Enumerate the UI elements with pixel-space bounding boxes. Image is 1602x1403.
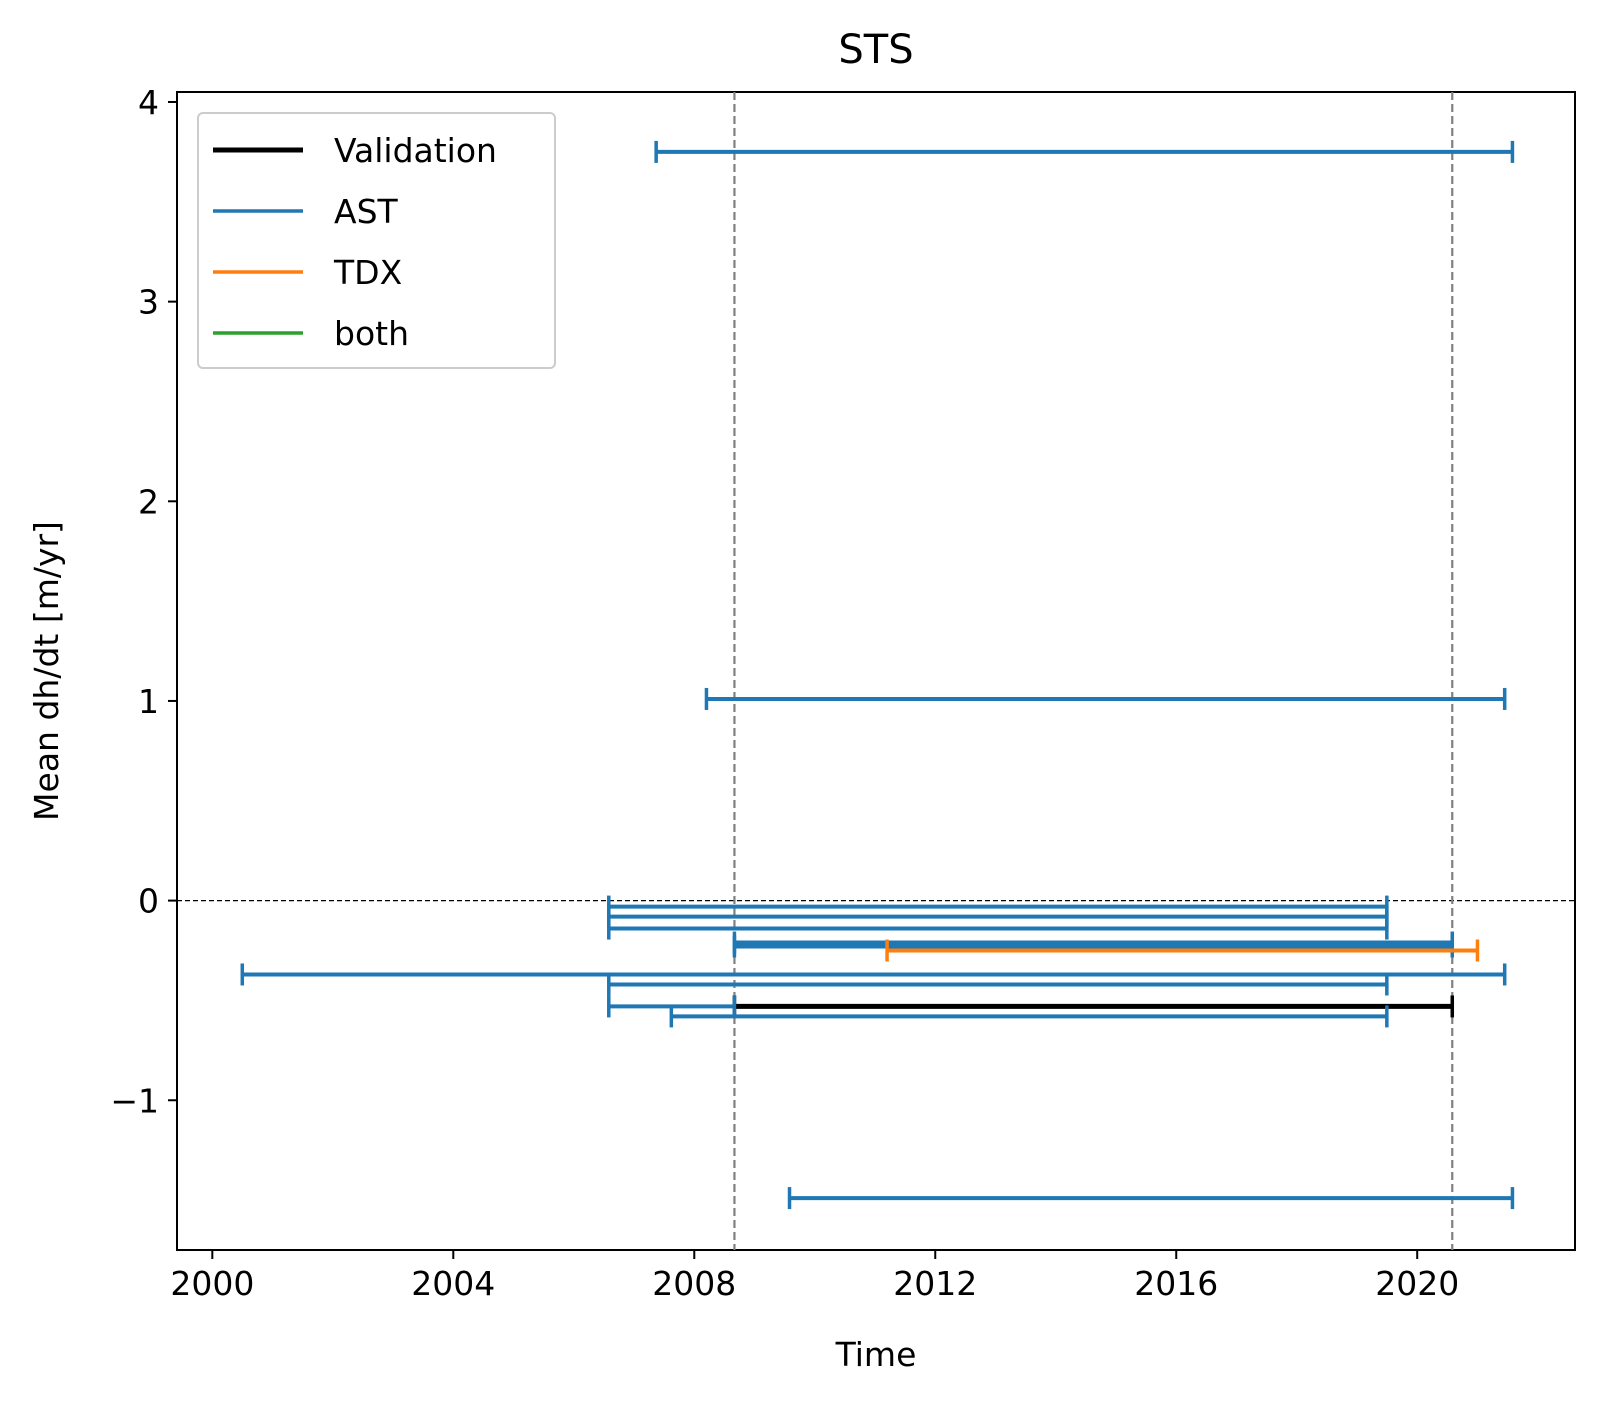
interval-bar [704, 687, 1507, 710]
x-tick-label: 2020 [1375, 1264, 1459, 1303]
chart-title: STS [838, 27, 913, 73]
y-axis-label: Mean dh/dt [m/yr] [27, 521, 66, 821]
legend-items: Validation AST TDX both [213, 131, 497, 353]
legend: Validation AST TDX both [197, 112, 556, 369]
plot-area-frame [176, 91, 1576, 1251]
x-axis-ticks: 2000 2004 2008 2012 2016 2020 [170, 1250, 1459, 1303]
interval-bar [240, 963, 1507, 986]
interval-bar [885, 939, 1480, 962]
interval-bar [732, 935, 1455, 958]
y-tick-label: 2 [138, 482, 159, 521]
legend-label: AST [334, 192, 399, 231]
interval-bar [607, 973, 1389, 996]
series-ast [240, 140, 1515, 1210]
interval-bar [787, 1187, 1515, 1210]
legend-item-tdx: TDX [213, 253, 402, 292]
x-tick-label: 2000 [170, 1264, 254, 1303]
legend-box [197, 112, 556, 369]
legend-label: both [334, 314, 409, 353]
interval-bar [607, 917, 1389, 940]
x-tick-label: 2004 [411, 1264, 495, 1303]
y-tick-label: 1 [138, 682, 159, 721]
y-tick-label: 3 [138, 283, 159, 322]
reference-lines [177, 92, 1575, 1250]
legend-label: TDX [333, 253, 402, 292]
y-axis-ticks: −1 0 1 2 3 4 [110, 83, 177, 1120]
legend-item-ast: AST [213, 192, 399, 231]
x-tick-label: 2016 [1134, 1264, 1218, 1303]
y-tick-label: 0 [138, 882, 159, 921]
x-tick-label: 2008 [652, 1264, 736, 1303]
x-tick-label: 2012 [893, 1264, 977, 1303]
y-tick-label: −1 [110, 1081, 159, 1120]
interval-series-layer [240, 140, 1515, 1210]
x-axis-label: Time [835, 1335, 917, 1374]
series-tdx [885, 939, 1480, 962]
y-tick-label: 4 [138, 83, 159, 122]
legend-label: Validation [334, 131, 497, 170]
interval-bar [654, 140, 1515, 163]
interval-bar [669, 1005, 1389, 1028]
legend-item-validation: Validation [213, 131, 497, 170]
legend-item-both: both [213, 314, 409, 353]
